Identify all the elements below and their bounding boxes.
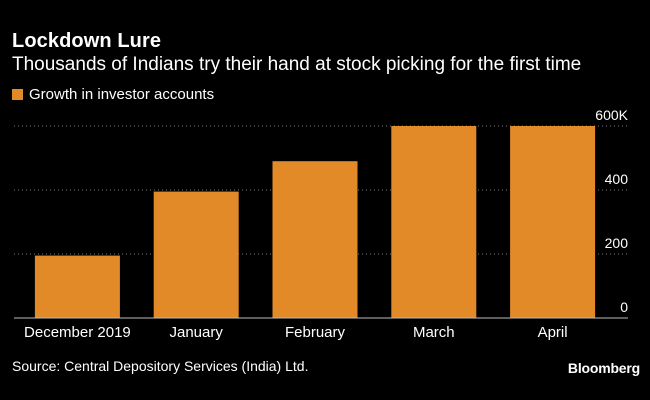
bloomberg-logo: Bloomberg [567,360,640,376]
chart-title: Lockdown Lure [12,30,162,52]
x-tick-label-3: February [285,324,346,341]
legend-label: Growth in investor accounts [29,86,215,103]
chart-subtitle: Thousands of Indians try their hand at s… [12,54,582,75]
bar-3 [272,161,358,318]
y-tick-label-3: 600K [595,107,628,123]
x-tick-label-4: March [413,324,455,341]
y-tick-label-2: 400 [605,171,629,187]
x-tick-label-5: April [538,324,568,341]
legend: Growth in investor accounts [12,86,214,103]
bar-2 [153,191,239,318]
x-tick-label-2: January [170,324,224,341]
x-tick-label-1: December 2019 [24,324,131,341]
y-tick-label-1: 200 [605,235,629,251]
source-note: Source: Central Depository Services (Ind… [12,358,309,374]
bar-4 [391,126,477,318]
bar-1 [34,255,120,318]
legend-swatch [12,89,23,100]
bar-5 [510,126,596,318]
y-tick-label-0: 0 [620,299,628,315]
